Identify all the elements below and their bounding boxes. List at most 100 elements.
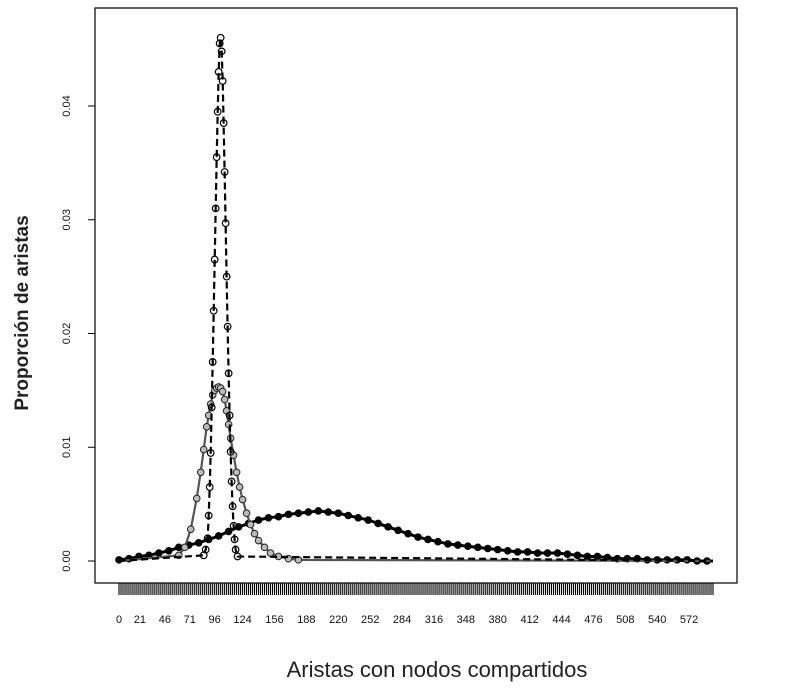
- series-3-point: [543, 549, 552, 557]
- series-1-point: [229, 521, 238, 530]
- series-3-point: [483, 544, 492, 553]
- series-3-point: [573, 551, 582, 560]
- series-2-point: [186, 525, 195, 533]
- x-tick-label: 124: [233, 614, 251, 626]
- series-1-point: [215, 39, 224, 48]
- y-axis: 0.00 0.01 0.02 0.03 0.04: [61, 95, 96, 572]
- series-3-point: [414, 533, 422, 541]
- series-1-point: [233, 552, 242, 561]
- x-tick-label: 444: [552, 614, 570, 626]
- series-3-point: [344, 511, 353, 520]
- series-2-point: [196, 468, 205, 477]
- series-3-point: [424, 535, 432, 544]
- series-3-point: [254, 516, 263, 524]
- series-2-point: [199, 445, 208, 454]
- y-tick-label: 0.03: [61, 209, 73, 230]
- series-2-point: [180, 543, 189, 552]
- series-2-point: [266, 549, 275, 557]
- series-2-point: [235, 483, 244, 491]
- series-1-point: [206, 449, 215, 457]
- y-tick-label: 0.00: [61, 550, 73, 571]
- series-3-point: [334, 509, 343, 518]
- series-1-point: [203, 534, 212, 543]
- series-2-point: [242, 509, 251, 518]
- series-2-point: [238, 495, 247, 504]
- series-1-point: [221, 219, 230, 228]
- series-3-point: [454, 541, 462, 549]
- series-3-point: [444, 540, 452, 548]
- series-3-point: [264, 513, 273, 522]
- series-3-point: [294, 509, 303, 518]
- series-3-point: [194, 539, 203, 547]
- x-tick-label: 380: [489, 614, 507, 626]
- series-1-point: [219, 119, 228, 127]
- x-tick-label: 316: [425, 614, 443, 626]
- series-1-point: [205, 483, 214, 491]
- series-3: [115, 507, 713, 565]
- series-3-point: [593, 552, 602, 561]
- series-3-point: [513, 548, 522, 556]
- series-1-point: [217, 47, 226, 56]
- x-tick-label: 96: [209, 614, 221, 626]
- series-2-point: [250, 529, 259, 538]
- x-tick-label: 252: [361, 614, 379, 626]
- series-1-point: [201, 545, 210, 554]
- series-3-point: [284, 510, 293, 519]
- series-1-point: [220, 168, 229, 176]
- series-2-point: [202, 422, 211, 431]
- series-1-line: [118, 37, 714, 563]
- y-tick-label: 0.04: [61, 95, 73, 116]
- series-2: [118, 383, 714, 564]
- x-tick-label: 476: [584, 614, 602, 626]
- series-2-point: [260, 543, 269, 552]
- series-2-point: [218, 387, 227, 396]
- x-tick-label: 284: [393, 614, 411, 626]
- series-1-point: [216, 33, 225, 42]
- series-3-point: [473, 543, 482, 552]
- series-1-point: [226, 447, 235, 456]
- y-tick-label: 0.02: [61, 323, 73, 344]
- series-1-point: [224, 369, 233, 378]
- y-tick-label: 0.01: [61, 437, 73, 458]
- series-3-point: [434, 537, 442, 546]
- series-2-point: [220, 395, 229, 404]
- series-1-point: [214, 67, 223, 76]
- series-1: [118, 33, 714, 563]
- y-axis-title: Proporción de aristas: [12, 215, 33, 410]
- series-1-point: [209, 306, 218, 315]
- series-2-point: [246, 520, 255, 529]
- series-3-point: [464, 542, 472, 551]
- series-3-point: [394, 526, 402, 535]
- series-1-point: [210, 255, 219, 264]
- x-axis: 0 21 46 71 96 124 156 188 220 252 284 316 348 380 412 4…: [116, 583, 714, 626]
- x-tick-label: 71: [184, 614, 196, 626]
- series-3-point: [503, 546, 512, 555]
- x-tick-label: 572: [680, 614, 698, 626]
- series-3-point: [165, 546, 173, 555]
- x-tick-label: 540: [648, 614, 666, 626]
- series-3-point: [304, 508, 313, 516]
- series-2-point: [232, 468, 241, 477]
- series-1-point: [223, 322, 232, 331]
- series-2-point: [192, 494, 201, 503]
- series-1-point: [222, 272, 231, 281]
- series-1-point: [211, 204, 220, 213]
- x-tick-label: 21: [134, 614, 146, 626]
- series-1-point: [213, 107, 222, 116]
- series-3-point: [155, 549, 163, 557]
- series-1-point: [231, 545, 240, 554]
- series-3-point: [533, 549, 542, 557]
- series-3-point: [214, 532, 223, 540]
- x-axis-title: Aristas con nodos compartidos: [287, 657, 588, 682]
- series-layer: [115, 33, 714, 565]
- series-3-point: [493, 545, 502, 554]
- series-1-point: [212, 153, 221, 162]
- series-3-point: [224, 527, 233, 536]
- series-3-point: [523, 548, 532, 556]
- series-1-point: [228, 502, 237, 511]
- series-3-point: [374, 519, 382, 528]
- series-3-point: [563, 550, 572, 558]
- x-tick-label: 46: [159, 614, 171, 626]
